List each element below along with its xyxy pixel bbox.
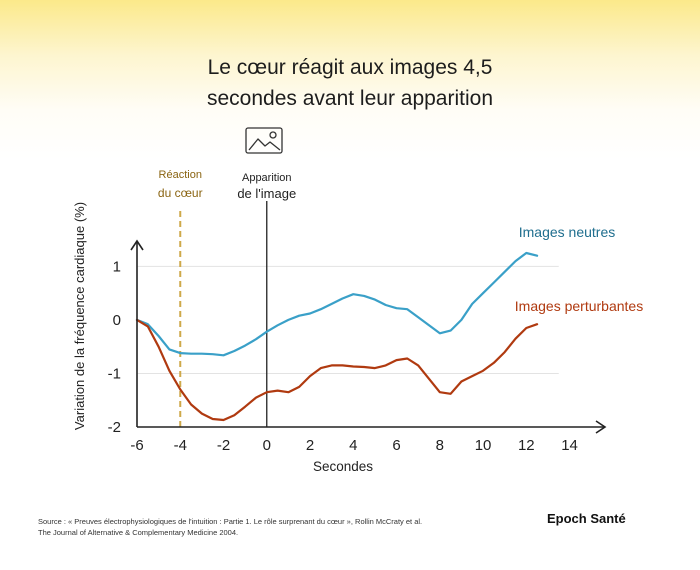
series-label-neutral: Images neutres (519, 224, 616, 240)
source-note: Source : « Preuves électrophysiologiques… (38, 516, 498, 538)
series-label-disturbing: Images perturbantes (515, 298, 643, 314)
source-line-1: Source : « Preuves électrophysiologiques… (38, 517, 423, 526)
y-tick-label: 1 (113, 258, 121, 275)
image-icon-mountains (248, 138, 281, 151)
series-line-disturbing (135, 318, 539, 422)
x-tick-label: 10 (475, 437, 492, 454)
grid (137, 265, 559, 374)
x-tick-label: 12 (518, 437, 535, 454)
image-appearance-label-2: de l'image (237, 186, 296, 201)
labels: -6 -4 -2 0 2 4 6 8 10 12 14 -2 -1 0 1 Secondes Variation… (72, 202, 643, 474)
image-icon-frame (245, 127, 283, 154)
x-axis-arrow (595, 420, 607, 434)
x-tick-label: -4 (174, 437, 187, 454)
image-icon (245, 127, 283, 154)
series-line-neutral (135, 251, 539, 357)
x-tick-label: 14 (561, 437, 578, 454)
x-tick-label: 8 (436, 437, 444, 454)
y-tick-label: -1 (108, 365, 121, 382)
brand-name: Epoch Santé (547, 511, 626, 526)
source-line-2: The Journal of Alternative & Complementa… (38, 528, 239, 537)
series-group (135, 251, 539, 422)
heart-reaction-label-2: du cœur (158, 186, 203, 200)
heart-reaction-label-1: Réaction (159, 169, 202, 181)
x-tick-label: 4 (349, 437, 357, 454)
x-tick-label: -2 (217, 437, 230, 454)
x-tick-label: -6 (130, 437, 143, 454)
x-axis-label: Secondes (313, 459, 373, 474)
image-icon-sun (269, 131, 277, 139)
line-chart: Réaction du cœur Apparition de l'image -6 -4… (72, 127, 643, 474)
annotations: Réaction du cœur Apparition de l'image (158, 169, 296, 427)
axes (130, 239, 607, 434)
chart-title-line-1: Le cœur réagit aux images 4,5 (207, 56, 493, 79)
y-tick-label: -2 (108, 419, 121, 436)
y-tick-label: 0 (113, 312, 121, 329)
chart-title: Le cœur réagit aux images 4,5 secondes a… (0, 52, 700, 114)
chart-title-line-2: secondes avant leur apparition (206, 87, 494, 110)
y-axis-label: Variation de la fréquence cardiaque (%) (72, 202, 87, 430)
x-tick-label: 6 (392, 437, 400, 454)
x-tick-label: 2 (306, 437, 314, 454)
x-tick-label: 0 (263, 437, 271, 454)
image-appearance-label-1: Apparition (242, 172, 292, 184)
y-axis-arrow (130, 239, 144, 251)
